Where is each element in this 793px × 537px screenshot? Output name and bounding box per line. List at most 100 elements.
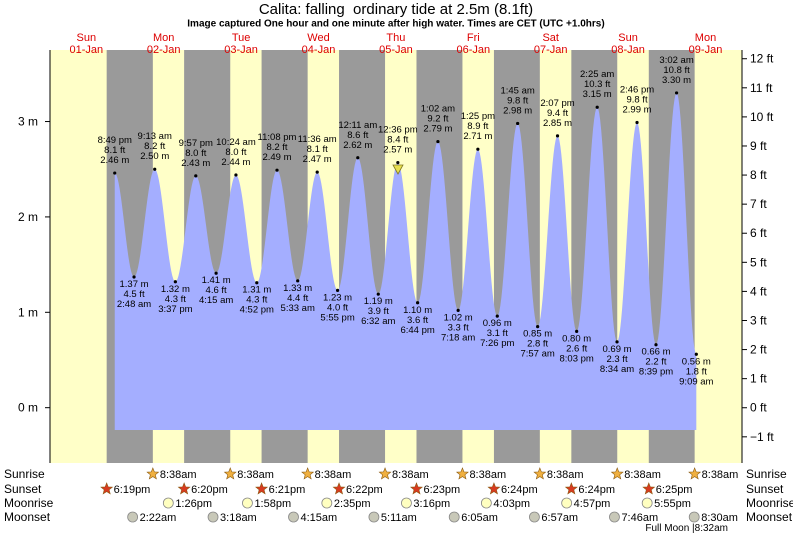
row-label: Moonrise bbox=[4, 496, 54, 510]
sunset-icon bbox=[100, 482, 114, 495]
tide-label: 1.8 ft bbox=[686, 366, 707, 377]
row-label: Sunset bbox=[746, 482, 784, 496]
tide-label: 0.66 m bbox=[641, 347, 670, 358]
sunset-time: 6:25pm bbox=[656, 484, 693, 496]
tide-point bbox=[575, 329, 579, 333]
tide-label: 0.69 m bbox=[603, 344, 632, 355]
y2-tick-label: 11 ft bbox=[750, 81, 773, 95]
tide-point bbox=[296, 279, 300, 283]
moonrise-icon bbox=[561, 497, 573, 509]
tide-label: 1.31 m bbox=[242, 285, 271, 296]
day-date: 08-Jan bbox=[611, 44, 645, 56]
sunset-icon bbox=[332, 482, 346, 495]
tide-point bbox=[476, 147, 480, 151]
tide-label: 3:02 am bbox=[659, 55, 693, 66]
y-tick-label: 1 m bbox=[18, 305, 38, 319]
day-name: Wed bbox=[307, 32, 329, 44]
tide-point bbox=[694, 352, 698, 356]
day-name: Sat bbox=[542, 32, 559, 44]
tide-label: 3.6 ft bbox=[407, 315, 428, 326]
moonrise-icon bbox=[162, 497, 174, 509]
sunrise-time: 8:38am bbox=[624, 469, 661, 481]
tide-label: 10.8 ft bbox=[663, 65, 690, 76]
tide-point bbox=[555, 134, 560, 138]
tide-label: 4.4 ft bbox=[287, 293, 308, 304]
sunset-icon bbox=[409, 482, 423, 495]
tide-label: 7:57 am bbox=[520, 349, 554, 360]
tide-label: 1.23 m bbox=[323, 292, 352, 303]
tide-label: 1:02 am bbox=[421, 104, 455, 115]
y2-tick-label: 2 ft bbox=[750, 343, 767, 357]
day-date: 01-Jan bbox=[69, 44, 103, 56]
tide-point bbox=[275, 168, 279, 172]
tide-label: 9:13 am bbox=[138, 131, 172, 142]
moonrise-icon bbox=[480, 497, 492, 509]
tide-label: 7:26 pm bbox=[480, 338, 514, 349]
tide-label: 3:37 pm bbox=[158, 304, 192, 315]
day-name: Thu bbox=[386, 32, 405, 44]
tide-label: 6:32 am bbox=[361, 316, 395, 327]
tide-label: 5:33 am bbox=[281, 303, 315, 314]
moonrise-icon bbox=[242, 497, 253, 509]
tide-point bbox=[416, 301, 420, 305]
tide-label: 2.6 ft bbox=[566, 343, 587, 354]
moonset-time: 7:46am bbox=[621, 512, 658, 524]
tide-label: 1.37 m bbox=[120, 279, 149, 290]
tide-label: 5:55 pm bbox=[320, 312, 354, 323]
tide-label: 0.96 m bbox=[483, 318, 512, 329]
tide-point bbox=[654, 343, 658, 347]
row-label: Moonrise bbox=[746, 496, 793, 510]
y2-tick-label: 8 ft bbox=[750, 168, 767, 182]
tide-label: 4:52 pm bbox=[240, 305, 274, 316]
tide-label: 9.8 ft bbox=[507, 95, 528, 106]
tide-label: 9:09 am bbox=[679, 376, 713, 387]
tide-label: 8:34 am bbox=[600, 364, 634, 375]
y2-tick-label: −1 ft bbox=[750, 430, 774, 444]
sunset-icon bbox=[255, 482, 269, 495]
tide-point bbox=[615, 340, 619, 344]
tide-label: 1.41 m bbox=[202, 275, 231, 286]
sunset-icon bbox=[487, 482, 501, 495]
moonset-time: 4:15am bbox=[301, 512, 338, 524]
tide-label: 12:11 am bbox=[338, 120, 377, 131]
moonrise-icon bbox=[321, 497, 333, 509]
tide-label: 0.80 m bbox=[562, 333, 591, 344]
tide-label: 8:03 pm bbox=[559, 353, 593, 364]
moonset-icon bbox=[609, 511, 620, 523]
tide-point bbox=[376, 292, 380, 296]
y2-tick-label: 9 ft bbox=[750, 139, 767, 153]
tide-label: 8.1 ft bbox=[104, 145, 125, 156]
tide-label: 8.2 ft bbox=[144, 141, 165, 152]
moonrise-time: 1:26pm bbox=[175, 498, 212, 510]
moonrise-time: 5:55pm bbox=[654, 498, 691, 510]
tide-point bbox=[516, 121, 520, 126]
day-date: 03-Jan bbox=[224, 44, 258, 56]
tide-point bbox=[595, 105, 599, 109]
moonset-time: 2:22am bbox=[140, 512, 177, 524]
moonset-icon bbox=[368, 511, 380, 523]
tide-label: 2.8 ft bbox=[527, 339, 548, 350]
tide-label: 1:45 am bbox=[500, 85, 534, 96]
tide-label: 8.6 ft bbox=[347, 130, 368, 141]
day-date: 06-Jan bbox=[456, 44, 490, 56]
tide-label: 7:18 am bbox=[441, 332, 475, 343]
tide-label: 0.85 m bbox=[523, 329, 552, 340]
day-name: Mon bbox=[153, 32, 174, 44]
moonrise-icon bbox=[401, 497, 412, 509]
moonset-time: 6:57am bbox=[541, 512, 578, 524]
tide-label: 2:07 pm bbox=[540, 98, 574, 109]
sunrise-time: 8:38am bbox=[702, 469, 739, 481]
row-label: Moonset bbox=[746, 510, 793, 524]
moonset-icon bbox=[207, 511, 219, 523]
moonset-time: 8:30am bbox=[701, 512, 738, 524]
tide-label: 2.99 m bbox=[622, 104, 651, 115]
sunset-time: 6:23pm bbox=[423, 484, 460, 496]
tide-label: 10.3 ft bbox=[584, 79, 611, 90]
row-label: Sunset bbox=[4, 482, 42, 496]
tide-label: 2:46 pm bbox=[620, 84, 654, 95]
y-tick-label: 3 m bbox=[18, 115, 38, 129]
current-level-marker bbox=[392, 164, 404, 175]
tide-label: 2:25 am bbox=[580, 69, 614, 80]
tide-label: 3.9 ft bbox=[368, 306, 389, 317]
